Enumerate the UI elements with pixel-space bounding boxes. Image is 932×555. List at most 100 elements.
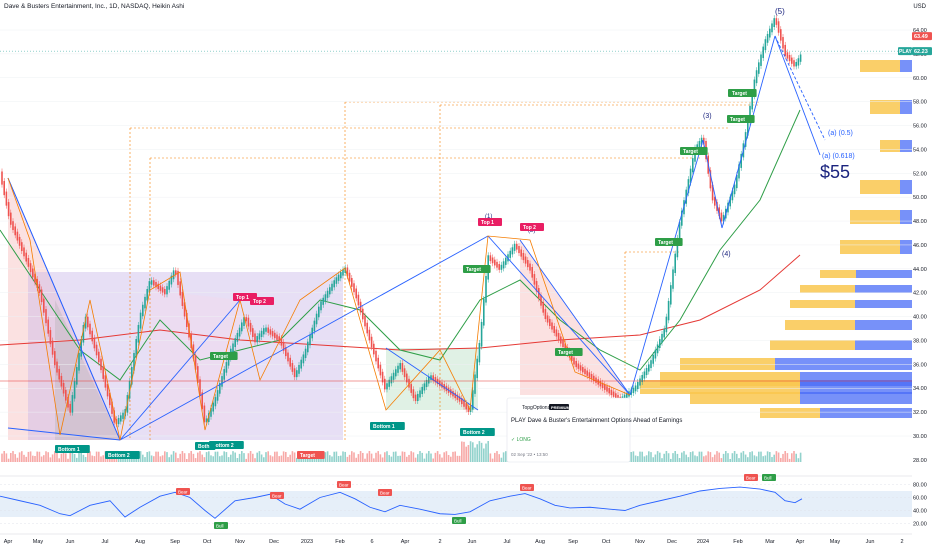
- pattern-label: [460, 428, 495, 436]
- volume-bar: [335, 451, 338, 462]
- candle-body: [161, 287, 164, 293]
- candle-body: [51, 340, 54, 355]
- volume-bar: [285, 451, 287, 462]
- pattern-line: [119, 299, 241, 441]
- volume-bar: [472, 442, 474, 462]
- candle-body: [131, 367, 133, 385]
- candle-body: [289, 357, 291, 367]
- candle-body: [346, 267, 349, 277]
- popup-badge-text: PREMIUM: [551, 405, 571, 410]
- volume-bar: [274, 451, 276, 462]
- volume-bar: [672, 453, 674, 462]
- candle-body: [722, 214, 725, 222]
- candle-body: [82, 324, 85, 343]
- candle-body: [40, 289, 43, 303]
- candle-body: [326, 290, 329, 298]
- candle-body: [480, 321, 483, 347]
- volume-bar: [87, 451, 89, 462]
- wave-annotation: (a) (0.618): [822, 153, 855, 160]
- rsi-signal-text: Bear: [380, 491, 390, 496]
- volume-bar: [423, 458, 426, 462]
- volume-bar: [403, 451, 406, 462]
- volume-bar: [166, 452, 168, 462]
- candle-body: [502, 261, 505, 269]
- volume-bar: [287, 456, 289, 462]
- volume-bar: [197, 452, 199, 462]
- target-price-annotation: $55: [820, 162, 850, 182]
- ticker-tag: [898, 47, 912, 56]
- rsi-signal-text: Bear: [746, 476, 756, 481]
- candle-body: [249, 322, 252, 332]
- candle-body: [782, 37, 784, 49]
- volume-profile-bar: [900, 210, 912, 224]
- volume-bar: [366, 453, 368, 462]
- candle-body: [146, 289, 148, 301]
- volume-bar: [478, 441, 481, 462]
- rsi-signal: [176, 488, 190, 495]
- candle-body: [663, 328, 665, 338]
- candle-body: [542, 302, 544, 313]
- candle-body: [179, 281, 181, 296]
- candle-body: [232, 343, 234, 353]
- candle-body: [192, 344, 195, 359]
- pattern-label-text: Target: [683, 149, 698, 155]
- candle-body: [461, 398, 463, 405]
- volume-bar: [84, 456, 87, 462]
- volume-bar: [769, 452, 771, 462]
- candle-body: [368, 329, 371, 341]
- volume-bar: [219, 456, 221, 462]
- candle-body: [408, 378, 410, 388]
- candle-body: [69, 403, 71, 413]
- candle-body: [364, 315, 366, 327]
- candle-body: [553, 325, 555, 334]
- volume-bar: [36, 451, 38, 462]
- volume-bar: [47, 452, 49, 462]
- volume-bar: [498, 454, 500, 462]
- candle-body: [403, 368, 406, 378]
- candle-body: [681, 210, 683, 226]
- candle-body: [357, 294, 360, 306]
- candle-body: [773, 18, 775, 28]
- volume-bar: [109, 457, 111, 462]
- volume-bar: [751, 451, 753, 462]
- volume-bar: [782, 453, 784, 462]
- volume-bar: [144, 457, 146, 462]
- pattern-label-text: Bottom 2: [212, 443, 234, 449]
- candle-body: [714, 196, 716, 206]
- volume-bar: [192, 453, 195, 462]
- candle-body: [749, 105, 751, 123]
- wave-annotation: (3): [703, 113, 712, 120]
- candle-body: [148, 281, 151, 293]
- candle-body: [47, 319, 49, 334]
- volume-bar: [703, 456, 705, 462]
- candle-body: [718, 207, 720, 217]
- candle-body: [49, 330, 52, 345]
- candle-body: [738, 164, 740, 179]
- candle-body: [177, 270, 179, 285]
- pattern-line: [629, 139, 704, 396]
- ticker-tag-label: PLAY: [899, 49, 913, 55]
- volume-bar: [230, 454, 232, 462]
- y-tick-label: 28.00: [913, 458, 927, 464]
- volume-bar: [247, 453, 250, 462]
- candle-body: [434, 377, 437, 383]
- x-tick-label: Apr: [4, 539, 13, 545]
- volume-bar: [82, 454, 85, 462]
- candle-body: [291, 363, 294, 372]
- candle-body: [771, 23, 773, 33]
- candle-body: [87, 316, 89, 328]
- candle-body: [56, 361, 58, 373]
- candle-body: [533, 274, 536, 285]
- volume-bar: [452, 451, 454, 462]
- pattern-label-text: Target: [658, 240, 673, 246]
- currency-label: USD: [913, 4, 926, 10]
- volume-bar: [181, 451, 184, 462]
- x-tick-label: Oct: [602, 539, 611, 545]
- candle-body: [375, 350, 377, 362]
- candle-body: [386, 383, 388, 390]
- volume-bar: [362, 452, 364, 462]
- candle-body: [32, 268, 34, 278]
- candle-body: [159, 285, 162, 291]
